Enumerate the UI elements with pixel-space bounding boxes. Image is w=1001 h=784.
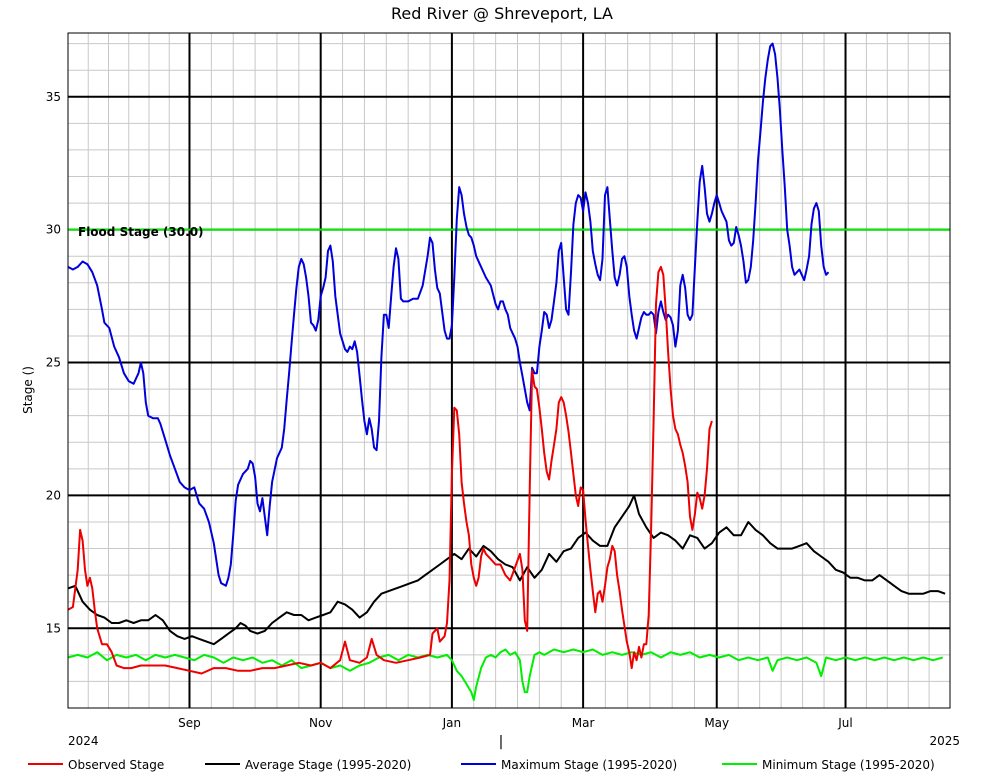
x-tick-label: Nov: [309, 716, 332, 730]
y-tick-labels: 15 20 25 30 35: [46, 90, 61, 635]
series-lines: [67, 42, 950, 701]
series-line-average-stage-1995-2020: [67, 494, 946, 646]
y-axis-label: Stage (): [21, 366, 35, 414]
x-tick-label: Sep: [178, 716, 201, 730]
series-line-maximum-stage-1995-2020: [67, 42, 830, 587]
legend-label: Minimum Stage (1995-2020): [762, 758, 935, 772]
legend-label: Observed Stage: [68, 758, 164, 772]
y-tick-label: 30: [46, 223, 61, 237]
y-tick-label: 35: [46, 90, 61, 104]
x-tick-label: Jan: [442, 716, 462, 730]
series-line-minimum-stage-1995-2020: [67, 648, 943, 701]
x-tick-label: Mar: [572, 716, 595, 730]
y-tick-label: 25: [46, 356, 61, 370]
flood-stage-label: Flood Stage (30.0): [78, 225, 204, 239]
year-label-end: 2025: [929, 734, 960, 748]
legend-label: Maximum Stage (1995-2020): [501, 758, 677, 772]
year-divider: |: [499, 734, 504, 750]
chart-title: Red River @ Shreveport, LA: [391, 4, 613, 23]
legend: Observed Stage Average Stage (1995-2020) M…: [28, 758, 935, 772]
x-tick-label: May: [704, 716, 729, 730]
y-tick-label: 20: [46, 488, 61, 502]
x-tick-label: Jul: [837, 716, 852, 730]
series-line-observed-stage: [67, 265, 713, 675]
x-tick-labels: Sep Nov Jan Mar May Jul: [178, 716, 853, 730]
y-tick-label: 15: [46, 621, 61, 635]
major-grid: [68, 33, 950, 708]
legend-label: Average Stage (1995-2020): [245, 758, 411, 772]
plot-frame: [67, 32, 951, 709]
minor-grid: [68, 33, 950, 709]
year-label-start: 2024: [68, 734, 99, 748]
